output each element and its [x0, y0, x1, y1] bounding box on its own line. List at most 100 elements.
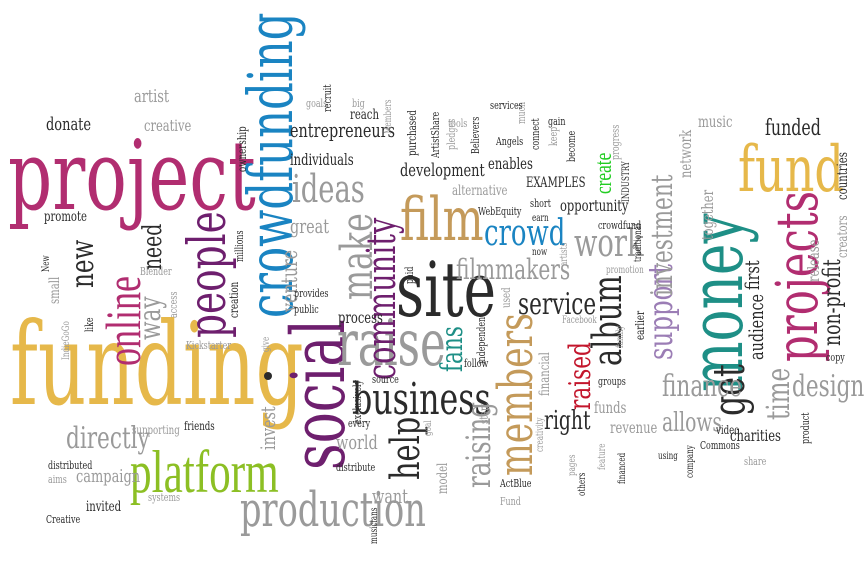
word-time: time — [759, 367, 797, 420]
word-countries: countries — [835, 152, 851, 200]
word-big: big — [352, 97, 365, 110]
word-raise: raise — [337, 307, 446, 381]
word-entrepreneurs: entrepreneurs — [290, 118, 395, 142]
word-network: network — [676, 129, 695, 178]
word-development: development — [400, 160, 485, 181]
word-invited: invited — [86, 499, 122, 515]
word-Angels: Angels — [496, 135, 524, 148]
word-need: need — [138, 223, 168, 270]
word-new: new — [63, 239, 101, 288]
word-using: using — [658, 451, 678, 462]
word-service: service — [518, 287, 597, 322]
word-supporting: supporting — [132, 423, 180, 437]
word-like: like — [83, 317, 96, 332]
word-crowd: crowd — [484, 213, 566, 254]
word-non-profit: non-profit — [818, 259, 846, 346]
word-project: project — [8, 120, 256, 232]
word-financial: financial — [537, 352, 553, 396]
word-services: services — [490, 99, 523, 112]
word-together: together — [698, 189, 717, 240]
word-reach: reach — [350, 107, 379, 123]
word-systems: systems — [148, 491, 181, 504]
word-members: members — [488, 313, 544, 476]
word-artist: artist — [134, 86, 170, 107]
word-millions: millions — [233, 230, 246, 262]
word-tools: tools — [448, 117, 468, 130]
word-first: first — [740, 260, 764, 290]
word-EXAMPLES: EXAMPLES — [526, 175, 586, 191]
word-company: company — [685, 445, 696, 478]
word-source: source — [372, 373, 399, 386]
word-crowdfund: crowdfund — [598, 219, 642, 232]
word-Kickstarter: Kickstarter — [186, 339, 232, 352]
word-enables: enables — [488, 154, 533, 173]
word-release: release — [804, 239, 823, 282]
word-recruit: recruit — [321, 84, 334, 112]
word-process: process — [338, 308, 383, 327]
word-investment: investment — [645, 174, 680, 296]
word-music: music — [698, 112, 733, 131]
word-INDUSTRY: INDUSTRY — [621, 161, 632, 202]
word-purchased: purchased — [405, 110, 419, 156]
word-product: product — [799, 412, 812, 444]
word-earn: earn — [532, 213, 549, 224]
word-public: public — [294, 303, 319, 316]
word-promote: promote — [44, 209, 87, 225]
word-paid: paid — [403, 266, 416, 284]
word-right: right — [544, 406, 591, 436]
word-goal: goal — [423, 420, 434, 436]
word-small: small — [47, 276, 63, 304]
word-platform: platform — [130, 439, 279, 505]
word-artists: artists — [559, 242, 570, 266]
word-earlier: earlier — [633, 310, 647, 340]
word-Facebook: Facebook — [562, 315, 597, 326]
word-connect: connect — [529, 118, 542, 150]
word-follow: follow — [464, 357, 489, 370]
word-audience: audience — [744, 293, 768, 360]
word-copy: copy — [826, 351, 845, 364]
word-opportunity: opportunity — [560, 196, 629, 215]
word-family: family — [615, 325, 626, 348]
word-start: start — [477, 403, 491, 424]
word-film: film — [400, 185, 484, 255]
word-great: great — [290, 214, 330, 238]
word-others: others — [577, 472, 588, 496]
word-video: video — [716, 423, 740, 437]
word-Members: Members — [383, 99, 394, 134]
word-creators: creators — [835, 215, 851, 258]
word-world: world — [336, 430, 378, 454]
word-ActBlue: ActBlue — [500, 477, 532, 490]
word-creative: creative — [144, 116, 192, 135]
word-invest: invest — [256, 406, 280, 450]
word-aims: aims — [48, 473, 67, 486]
word-production: production — [240, 482, 426, 538]
word-provides: provides — [294, 287, 329, 300]
word-traditional: traditional — [633, 223, 644, 262]
word-keep: keep — [547, 126, 560, 146]
word-Blender: Blender — [140, 265, 172, 278]
bullet-dot — [264, 372, 272, 380]
word-charities: charities — [730, 426, 781, 445]
word-model: model — [435, 462, 451, 494]
word-give: give — [261, 336, 272, 352]
word-fund: fund — [738, 133, 844, 207]
word-funded: funded — [765, 116, 821, 141]
word-finance: finance — [662, 369, 742, 404]
word-WebEquity: WebEquity — [478, 205, 522, 218]
word-campaign: campaign — [76, 466, 141, 487]
word-funds: funds — [594, 398, 627, 417]
word-funding: funding — [10, 298, 304, 431]
word-creativity: creativity — [535, 417, 546, 452]
word-progress: progress — [609, 124, 622, 160]
word-feature: feature — [597, 443, 608, 470]
word-access: access — [167, 291, 180, 318]
word-directly: directly — [66, 421, 150, 456]
word-share: share — [744, 455, 767, 468]
word-revenue: revenue — [610, 418, 658, 437]
word-site: site — [396, 245, 496, 334]
word-people: people — [178, 211, 238, 338]
word-individuals: individuals — [290, 150, 354, 169]
word-groups: groups — [598, 375, 626, 388]
word-musicians: musicians — [369, 507, 380, 544]
